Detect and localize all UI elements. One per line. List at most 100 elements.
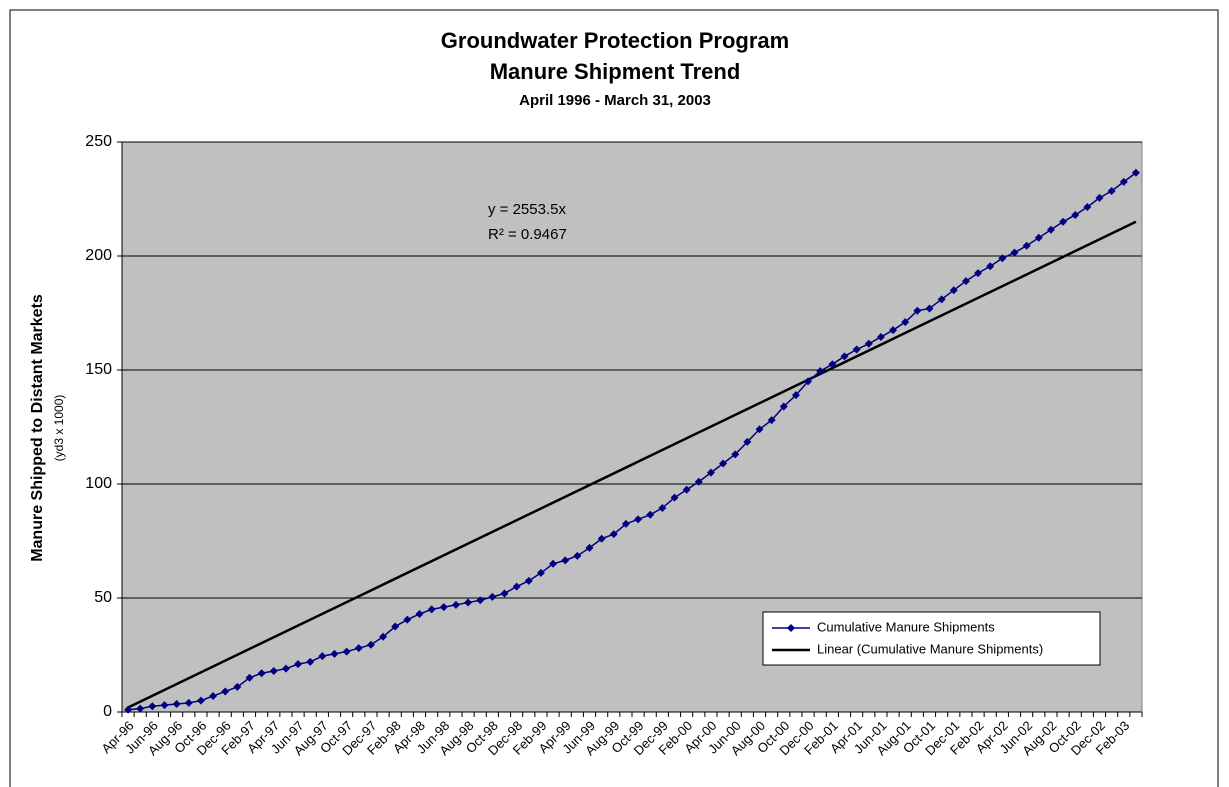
data-point (694, 477, 703, 486)
data-point (706, 468, 715, 477)
equation: y = 2553.5x (488, 201, 566, 218)
data-point (233, 682, 242, 691)
data-point (1095, 193, 1104, 202)
data-point (1034, 233, 1043, 242)
data-point (585, 543, 594, 552)
data-point (925, 304, 934, 313)
chart-title: Groundwater Protection Program (441, 28, 789, 53)
data-point (852, 345, 861, 354)
data-point (306, 657, 315, 666)
data-point (294, 660, 303, 669)
data-point (476, 596, 485, 605)
data-point (876, 332, 885, 341)
data-point (1071, 210, 1080, 219)
y-tick-label: 250 (85, 133, 112, 150)
data-point (536, 568, 545, 577)
data-point (439, 603, 448, 612)
data-point (840, 352, 849, 361)
data-point (937, 295, 946, 304)
data-point (427, 605, 436, 614)
data-point (755, 425, 764, 434)
data-point (342, 647, 351, 656)
data-point (160, 701, 169, 710)
data-point (609, 530, 618, 539)
data-point (561, 556, 570, 565)
data-point (901, 318, 910, 327)
r-squared: R² = 0.9467 (488, 226, 567, 243)
chart-subtitle: Manure Shipment Trend (490, 59, 741, 84)
data-point (986, 262, 995, 271)
data-point (743, 437, 752, 446)
data-point (864, 339, 873, 348)
data-point (961, 277, 970, 286)
data-point (124, 705, 133, 714)
y-tick-label: 100 (85, 475, 112, 492)
legend (762, 611, 1101, 666)
data-point (634, 515, 643, 524)
data-point (1107, 187, 1116, 196)
data-point (779, 402, 788, 411)
data-point (1010, 248, 1019, 257)
data-point (257, 669, 266, 678)
data-point (913, 306, 922, 315)
y-axis-label: Manure Shipped to Distant Markets (29, 294, 46, 562)
data-point (391, 622, 400, 631)
data-point (281, 664, 290, 673)
data-point (573, 551, 582, 560)
data-point (646, 510, 655, 519)
data-point (500, 589, 509, 598)
date-range: April 1996 - March 31, 2003 (519, 92, 711, 109)
data-point (658, 503, 667, 512)
data-point (318, 652, 327, 661)
y-tick-label: 150 (85, 361, 112, 378)
data-point (354, 644, 363, 653)
data-point (889, 326, 898, 335)
data-point (597, 534, 606, 543)
data-point (245, 673, 254, 682)
data-point (949, 286, 958, 295)
y-tick-label: 0 (103, 703, 112, 720)
legend-marker (787, 624, 795, 632)
data-point (998, 254, 1007, 263)
data-point (804, 377, 813, 386)
data-point (148, 702, 157, 711)
data-point (1046, 225, 1055, 234)
data-point (184, 698, 193, 707)
y-tick-label: 200 (85, 247, 112, 264)
data-point (136, 704, 145, 713)
legend-label: Cumulative Manure Shipments (817, 619, 995, 634)
data-point (621, 519, 630, 528)
data-point (451, 600, 460, 609)
data-point (415, 609, 424, 618)
data-point (379, 632, 388, 641)
data-point (1119, 177, 1128, 186)
data-point (731, 450, 740, 459)
data-point (767, 416, 776, 425)
data-point (682, 485, 691, 494)
y-tick-label: 50 (94, 589, 112, 606)
data-point (791, 391, 800, 400)
data-point (269, 666, 278, 675)
data-point (719, 459, 728, 468)
data-point (549, 559, 558, 568)
data-point (1083, 202, 1092, 211)
data-point (366, 640, 375, 649)
data-point (172, 700, 181, 709)
data-point (512, 582, 521, 591)
data-point (974, 269, 983, 278)
legend-label: Linear (Cumulative Manure Shipments) (817, 641, 1043, 656)
data-point (330, 649, 339, 658)
data-point (488, 592, 497, 601)
trendline (127, 220, 1137, 709)
data-point (1131, 168, 1140, 177)
y-axis-unit: (yd3 x 1000) (52, 395, 66, 462)
data-point (221, 687, 230, 696)
data-point (464, 598, 473, 607)
data-point (196, 696, 205, 705)
data-point (816, 367, 825, 376)
data-point (670, 493, 679, 502)
data-point (1059, 217, 1068, 226)
data-point (1022, 241, 1031, 250)
data-point (524, 576, 533, 585)
